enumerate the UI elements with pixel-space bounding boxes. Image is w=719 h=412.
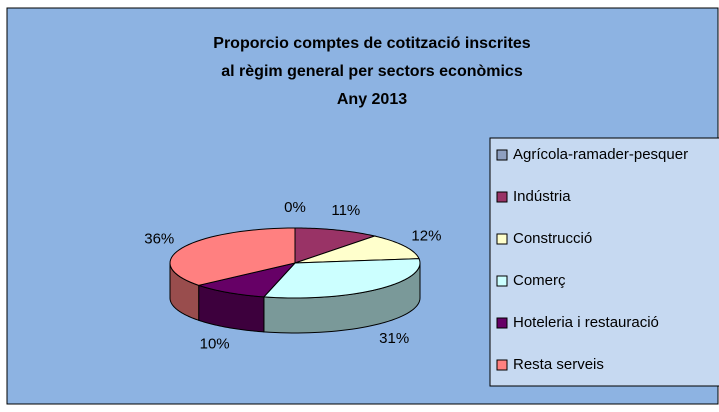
pie-slice bbox=[169, 227, 296, 286]
legend-label: Resta serveis bbox=[513, 356, 604, 373]
pie-slice bbox=[262, 258, 421, 299]
legend-swatch bbox=[496, 275, 508, 287]
data-label: 31% bbox=[379, 330, 409, 347]
legend-label: Indústria bbox=[513, 188, 571, 205]
chart-title: Any 2013 bbox=[337, 91, 407, 108]
pie-slice bbox=[294, 227, 377, 264]
chart-title: Proporcio comptes de cotització inscrite… bbox=[213, 35, 531, 52]
legend-label: Hoteleria i restauració bbox=[513, 314, 659, 331]
legend-label: Comerç bbox=[513, 272, 566, 289]
legend-label: Agrícola-ramader-pesquer bbox=[513, 146, 688, 163]
legend-swatch bbox=[496, 149, 508, 161]
legend-swatch bbox=[496, 191, 508, 203]
legend-swatch bbox=[496, 233, 508, 245]
chart-title: al règim general per sectors econòmics bbox=[221, 63, 523, 80]
legend-swatch bbox=[496, 317, 508, 329]
data-label: 36% bbox=[144, 231, 174, 248]
pie-slice bbox=[294, 235, 420, 264]
pie-slice bbox=[196, 262, 297, 298]
legend-box bbox=[489, 137, 719, 387]
data-label: 0% bbox=[284, 199, 306, 216]
data-label: 12% bbox=[411, 227, 441, 244]
data-label: 10% bbox=[200, 335, 230, 352]
legend-label: Construcció bbox=[513, 230, 592, 247]
data-label: 11% bbox=[331, 202, 360, 219]
legend-swatch bbox=[496, 359, 508, 371]
